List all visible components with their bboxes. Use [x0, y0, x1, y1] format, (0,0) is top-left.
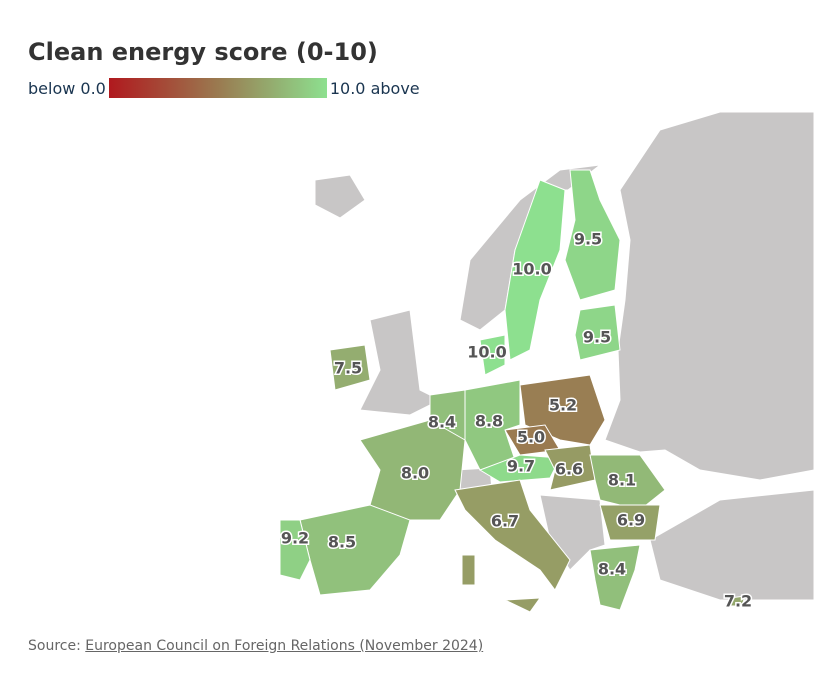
region-label: 10.0: [512, 260, 551, 279]
source-link[interactable]: European Council on Foreign Relations (N…: [85, 638, 484, 654]
region-label: 6.9: [617, 511, 645, 530]
region: [504, 179, 566, 361]
region: [329, 344, 371, 391]
source-prefix: Source:: [28, 638, 81, 654]
region: [299, 504, 411, 596]
background-land: [314, 111, 814, 601]
legend: below 0.0 10.0 above: [28, 78, 420, 98]
region-label: 8.0: [401, 464, 429, 483]
region-label: 9.7: [507, 457, 535, 476]
region-label: 8.1: [608, 471, 636, 490]
region: [464, 379, 521, 471]
region: [359, 419, 466, 521]
region-label: 9.2: [281, 529, 309, 548]
legend-gradient: [108, 78, 327, 98]
region-label: 6.7: [491, 512, 519, 531]
region-label: 6.6: [555, 460, 583, 479]
region: [279, 519, 311, 581]
region-label: 10.0: [467, 343, 506, 362]
source: Source: European Council on Foreign Rela…: [28, 638, 483, 654]
region-label: 5.0: [517, 428, 545, 447]
region: [599, 504, 661, 541]
region: [564, 169, 621, 301]
region-label: 9.5: [574, 230, 602, 249]
legend-max: 10.0 above: [329, 78, 420, 98]
region-label: 8.4: [598, 560, 626, 579]
region-label: 9.5: [583, 328, 611, 347]
region-label: 5.2: [549, 396, 577, 415]
region-label: 8.4: [428, 413, 456, 432]
region: [479, 334, 506, 376]
region: [574, 304, 621, 361]
legend-min: below 0.0: [28, 78, 106, 98]
region-label: 7.2: [724, 592, 752, 611]
title: Clean energy score (0-10): [28, 38, 378, 66]
region: [544, 444, 596, 491]
region-label: 8.8: [475, 412, 503, 431]
region-label: 8.5: [328, 533, 356, 552]
region: [729, 595, 746, 607]
region-label: 7.5: [334, 359, 362, 378]
region: [454, 479, 571, 613]
region: [589, 544, 641, 611]
